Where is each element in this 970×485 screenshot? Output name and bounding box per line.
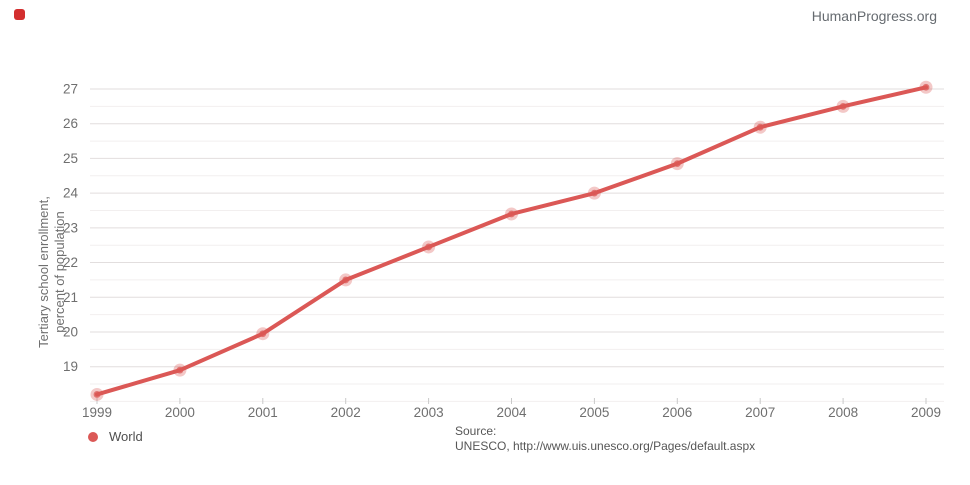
- world-series-line: [95, 85, 928, 397]
- data-point-marker: [508, 210, 515, 218]
- y-tick-label: 25: [63, 151, 78, 166]
- x-tick-label: 1999: [82, 405, 112, 420]
- data-point-marker: [591, 189, 598, 197]
- legend-world-dot-icon: [88, 431, 98, 442]
- y-tick-label: 22: [63, 255, 78, 270]
- source-label: Source:: [455, 424, 497, 438]
- data-point-marker: [673, 160, 681, 168]
- x-tick-label: 2007: [745, 405, 775, 420]
- x-tick-label: 2000: [165, 405, 195, 420]
- x-tick-label: 2006: [662, 405, 692, 420]
- x-tick-label: 2003: [414, 405, 444, 420]
- x-tick-label: 2002: [331, 405, 361, 420]
- y-tick-label: 24: [63, 186, 79, 201]
- x-tick-label: 2008: [828, 405, 858, 420]
- data-point-marker: [259, 330, 267, 338]
- x-tick-label: 2001: [248, 405, 278, 420]
- chart-svg: 19 20 21 22 23 24 25 26 27 1999 2000 2001 2002 2003 20…: [63, 80, 944, 420]
- data-point-marker: [756, 123, 764, 131]
- legend: World: [88, 429, 143, 444]
- legend-world-label: World: [109, 429, 143, 444]
- data-point-marker: [342, 276, 350, 284]
- y-tick-label: 26: [63, 116, 78, 131]
- humanprogress-logo-text: HumanProgress.org: [811, 8, 937, 24]
- x-tick-label: 2009: [911, 405, 941, 420]
- y-tick-label: 20: [63, 324, 78, 339]
- data-point-marker: [922, 83, 930, 91]
- y-tick-label: 19: [63, 359, 78, 374]
- source-note: Source: UNESCO, http://www.uis.unesco.or…: [455, 424, 755, 454]
- data-point-marker: [93, 391, 101, 398]
- x-tick-label: 2005: [579, 405, 609, 420]
- y-tick-label: 21: [63, 290, 78, 305]
- data-point-marker: [839, 102, 847, 110]
- data-point-marker: [176, 366, 184, 374]
- red-marker-icon: [14, 9, 25, 20]
- data-point-marker: [425, 243, 432, 251]
- x-tick-label: 2004: [496, 405, 527, 420]
- source-citation: UNESCO, http://www.uis.unesco.org/Pages/…: [455, 439, 756, 453]
- y-tick-label: 23: [63, 220, 78, 235]
- y-tick-label: 27: [63, 82, 78, 97]
